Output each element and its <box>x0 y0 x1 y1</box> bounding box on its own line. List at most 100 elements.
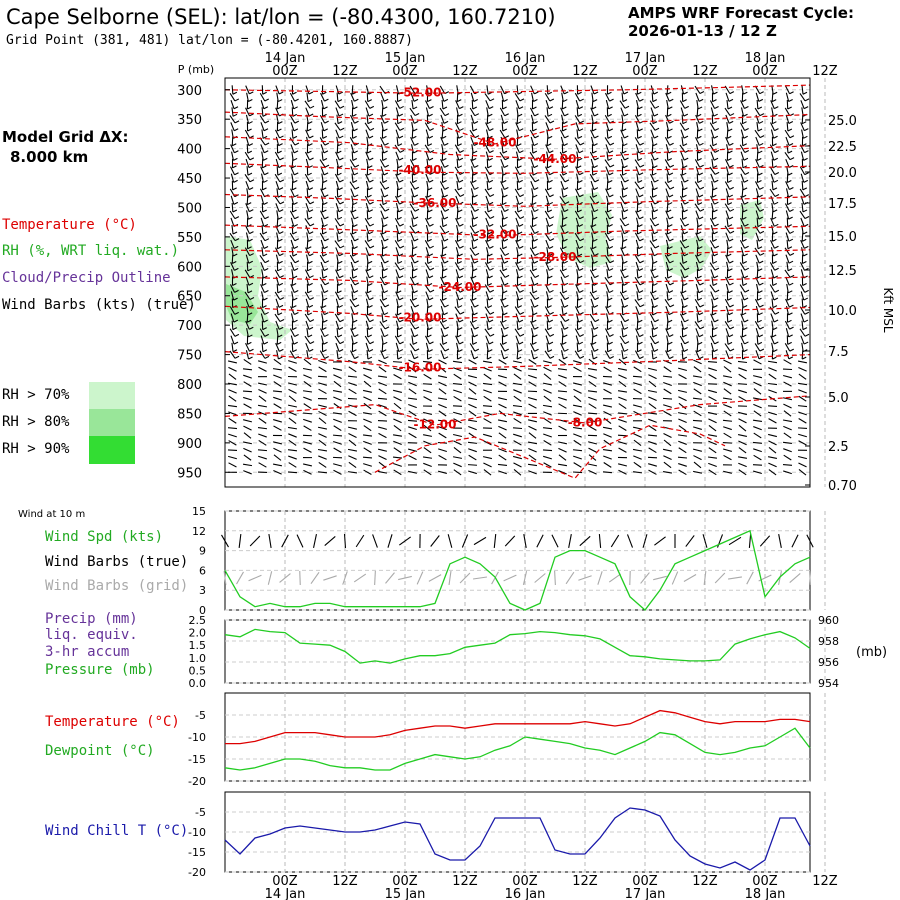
wind-barb-grid <box>448 570 452 586</box>
wind-barb <box>469 320 476 330</box>
wind-barb <box>274 196 281 205</box>
wind-barb-flag <box>728 216 734 220</box>
wind-barb <box>559 269 566 278</box>
wind-barb-flag <box>263 157 268 161</box>
wind-barb-flag <box>397 312 402 316</box>
wind-barb-flag <box>354 304 360 308</box>
wind-barb-flag <box>354 142 359 146</box>
wind-barb-flag <box>744 245 749 249</box>
wind-barb-flag <box>399 127 405 131</box>
precip-tick-label: 2.5 <box>189 614 207 627</box>
wind-barb-flag <box>293 246 299 250</box>
wind-barb-true <box>748 533 752 549</box>
wind-barb <box>276 350 279 360</box>
wind-barb <box>665 232 670 242</box>
wind-barb <box>722 375 733 379</box>
wind-barb <box>632 471 643 474</box>
wind-barb <box>230 195 235 205</box>
wind-barb-flag <box>457 238 462 242</box>
wind-barb <box>379 203 386 212</box>
wind-barb-flag <box>607 179 613 183</box>
wind-barb-flag <box>652 238 658 242</box>
wind-barb-flag <box>533 304 539 308</box>
wind-barb <box>321 180 324 190</box>
wind-barb-grid <box>608 573 622 583</box>
wind-barb <box>407 397 418 400</box>
wind-barb <box>679 335 686 345</box>
wind-barb <box>482 456 493 460</box>
wind-barb-flag <box>382 180 388 184</box>
wind-barb <box>482 382 493 386</box>
wind-barb <box>438 448 447 453</box>
wind-barb <box>320 92 325 102</box>
wind-barb <box>230 173 235 183</box>
wind-barb <box>634 137 641 146</box>
wind-barb <box>441 217 444 227</box>
wind-barb <box>303 425 312 431</box>
wind-barb <box>590 342 595 352</box>
kft-tick-label: 5.0 <box>828 391 849 406</box>
wind-barb <box>739 284 746 293</box>
wind-barb <box>573 388 582 394</box>
wind-barb <box>544 328 551 337</box>
wind-barb-flag <box>534 209 539 213</box>
wind-barb-flag <box>308 187 314 191</box>
wind-barb <box>229 210 236 219</box>
bottom-time-label: 12Z <box>572 874 598 889</box>
wind-barb-flag <box>412 106 418 110</box>
wind-barb <box>635 239 640 249</box>
wind-barb <box>695 254 700 264</box>
wind-barb-flag <box>232 327 238 331</box>
wind-barb <box>303 441 312 445</box>
wind-barb <box>695 328 700 337</box>
wind-barb-true <box>387 534 393 548</box>
wind-barb-flag <box>802 283 807 287</box>
wind-barb-true <box>642 534 648 548</box>
wind-barb-flag <box>443 312 448 316</box>
wind-barb-flag <box>474 208 479 212</box>
wind-barb <box>677 456 688 459</box>
wind-barb <box>379 276 386 286</box>
wind-barb-flag <box>637 231 642 235</box>
wind-barb-flag <box>608 319 613 323</box>
wind-barb-flag <box>353 106 358 110</box>
wind-barb-flag <box>294 334 299 337</box>
wind-barb <box>260 335 265 345</box>
wind-barb-flag <box>592 334 598 338</box>
wind-barb <box>572 404 583 408</box>
wind-barb-true <box>579 535 591 547</box>
wind-barb <box>423 462 432 468</box>
wind-barb-flag <box>714 149 720 153</box>
wind-barb <box>393 462 402 467</box>
wind-barb-flag <box>352 319 358 323</box>
wind-barb <box>500 181 505 190</box>
wind-barb-flag <box>309 297 314 301</box>
wind-barb <box>572 426 583 430</box>
top-date-label: 14 Jan <box>265 51 306 66</box>
wind-barb <box>246 283 249 293</box>
wind-barb-flag <box>728 120 734 124</box>
wind-barb <box>574 350 581 359</box>
wind-barb-flag <box>248 165 254 169</box>
wind-barb <box>440 92 445 102</box>
wind-barb <box>336 327 339 338</box>
wind-barb-flag <box>279 319 285 323</box>
wind-barb-flag <box>414 260 419 264</box>
wind-barb <box>679 313 686 323</box>
wind-barb-flag <box>548 275 553 279</box>
wind-barb-flag <box>517 260 522 264</box>
wind-barb <box>276 283 279 293</box>
wind-barb <box>410 328 415 337</box>
wind-barb <box>468 448 477 453</box>
wind-barb <box>513 411 522 416</box>
wind-barb-flag <box>667 157 672 161</box>
wind-barb-true <box>523 534 527 548</box>
wind-barb <box>349 350 356 359</box>
wind-barb-flag <box>414 208 420 212</box>
windchill-tick-label: -5 <box>195 806 206 819</box>
wind-barb <box>320 210 325 220</box>
wind-barb <box>770 247 775 257</box>
wind-barb <box>516 85 519 95</box>
wind-barb <box>664 254 671 264</box>
wind-barb <box>424 284 431 293</box>
